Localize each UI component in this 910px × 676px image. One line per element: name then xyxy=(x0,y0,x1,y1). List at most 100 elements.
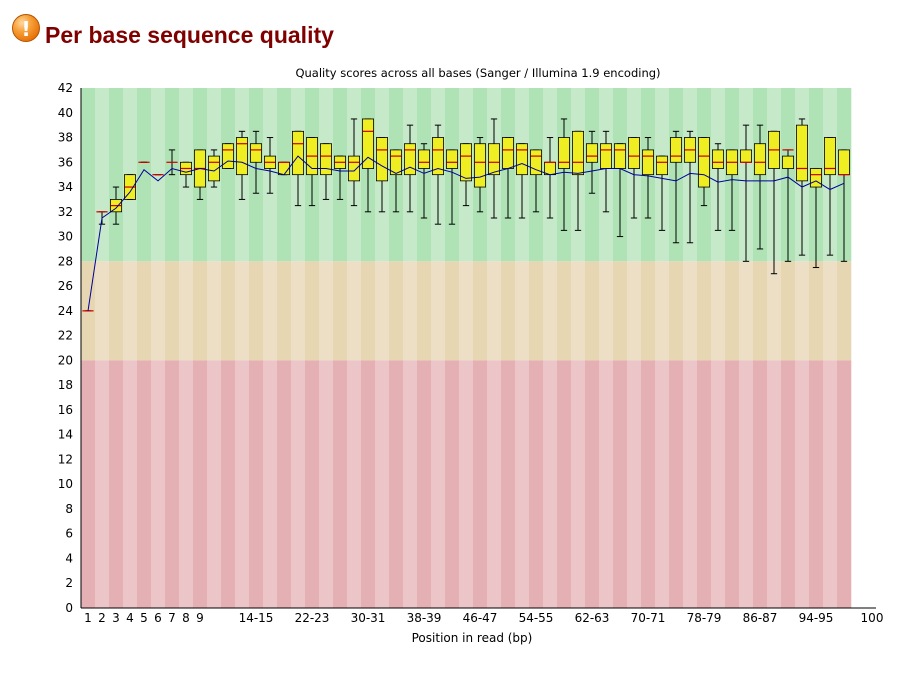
y-tick-label: 16 xyxy=(58,403,73,417)
y-tick-label: 20 xyxy=(58,353,73,367)
band-1-26 xyxy=(445,261,460,361)
quality-box xyxy=(558,137,571,169)
x-tick-label: 22-23 xyxy=(295,611,330,625)
band-2-8 xyxy=(193,360,208,608)
quality-box xyxy=(431,137,444,176)
band-2-27 xyxy=(459,360,474,608)
band-1-51 xyxy=(795,261,810,361)
quality-box xyxy=(445,149,458,169)
band-2-45 xyxy=(711,360,726,608)
warning-icon: ! xyxy=(12,14,40,42)
quality-box xyxy=(810,168,823,188)
band-1-1 xyxy=(95,261,110,361)
y-tick-label: 34 xyxy=(58,180,73,194)
y-tick-label: 18 xyxy=(58,378,73,392)
band-1-33 xyxy=(543,261,558,361)
band-0-2 xyxy=(109,88,124,262)
band-1-24 xyxy=(417,261,432,361)
y-tick-label: 10 xyxy=(58,477,73,491)
band-2-43 xyxy=(683,360,698,608)
band-2-32 xyxy=(529,360,544,608)
quality-box xyxy=(389,149,402,176)
band-2-54 xyxy=(837,360,852,608)
band-1-29 xyxy=(487,261,502,361)
quality-box xyxy=(530,149,543,176)
band-1-6 xyxy=(165,261,180,361)
y-tick-label: 30 xyxy=(58,230,73,244)
band-1-38 xyxy=(613,261,628,361)
y-tick-label: 0 xyxy=(65,601,73,615)
quality-box xyxy=(712,149,725,169)
band-2-0 xyxy=(81,360,96,608)
band-2-42 xyxy=(669,360,684,608)
y-tick-label: 24 xyxy=(58,304,73,318)
x-tick-label: 2 xyxy=(98,611,106,625)
quality-box xyxy=(740,149,753,163)
chart-title: Quality scores across all bases (Sanger … xyxy=(295,66,660,80)
band-2-50 xyxy=(781,360,796,608)
band-1-32 xyxy=(529,261,544,361)
band-1-16 xyxy=(305,261,320,361)
band-1-22 xyxy=(389,261,404,361)
x-tick-label: 5 xyxy=(140,611,148,625)
quality-box xyxy=(796,124,809,182)
band-1-20 xyxy=(361,261,376,361)
x-tick-label: 14-15 xyxy=(239,611,274,625)
x-tick-label: 9 xyxy=(196,611,204,625)
y-tick-label: 8 xyxy=(65,502,73,516)
x-tick-label: 78-79 xyxy=(687,611,722,625)
band-1-30 xyxy=(501,261,516,361)
y-tick-label: 40 xyxy=(58,106,73,120)
quality-box xyxy=(207,155,220,182)
x-tick-label: 6 xyxy=(154,611,162,625)
band-2-23 xyxy=(403,360,418,608)
band-1-10 xyxy=(221,261,236,361)
quality-box xyxy=(249,143,262,163)
x-axis: 1 2 3 4 5 6 7 8 9 14-15 22-23 30-31 38-39 46-47 54-55 6… xyxy=(84,611,883,625)
band-1-4 xyxy=(137,261,152,361)
quality-box xyxy=(375,137,388,182)
band-1-18 xyxy=(333,261,348,361)
band-1-15 xyxy=(291,261,306,361)
x-tick-label: 8 xyxy=(182,611,190,625)
band-2-52 xyxy=(809,360,824,608)
quality-box xyxy=(782,155,795,169)
band-1-45 xyxy=(711,261,726,361)
y-tick-label: 28 xyxy=(58,254,73,268)
band-2-29 xyxy=(487,360,502,608)
axes xyxy=(80,88,876,609)
band-2-17 xyxy=(319,360,334,608)
band-1-54 xyxy=(837,261,852,361)
band-2-47 xyxy=(739,360,754,608)
quality-box xyxy=(628,137,641,169)
band-2-51 xyxy=(795,360,810,608)
band-1-7 xyxy=(179,261,194,361)
band-2-33 xyxy=(543,360,558,608)
band-1-40 xyxy=(641,261,656,361)
band-1-36 xyxy=(585,261,600,361)
band-2-18 xyxy=(333,360,348,608)
band-2-14 xyxy=(277,360,292,608)
band-2-39 xyxy=(627,360,642,608)
band-1-23 xyxy=(403,261,418,361)
quality-box xyxy=(291,130,304,176)
band-1-39 xyxy=(627,261,642,361)
quality-box xyxy=(221,143,234,169)
band-2-22 xyxy=(389,360,404,608)
band-0-4 xyxy=(137,88,152,262)
band-2-37 xyxy=(599,360,614,608)
band-2-34 xyxy=(557,360,572,608)
band-2-16 xyxy=(305,360,320,608)
quality-box xyxy=(347,155,360,182)
band-2-44 xyxy=(697,360,712,608)
band-2-46 xyxy=(725,360,740,608)
band-1-49 xyxy=(767,261,782,361)
band-1-25 xyxy=(431,261,446,361)
band-1-37 xyxy=(599,261,614,361)
band-2-41 xyxy=(655,360,670,608)
band-1-17 xyxy=(319,261,334,361)
band-2-7 xyxy=(179,360,194,608)
quality-box xyxy=(824,137,837,176)
band-1-11 xyxy=(235,261,250,361)
quality-box xyxy=(319,143,332,176)
